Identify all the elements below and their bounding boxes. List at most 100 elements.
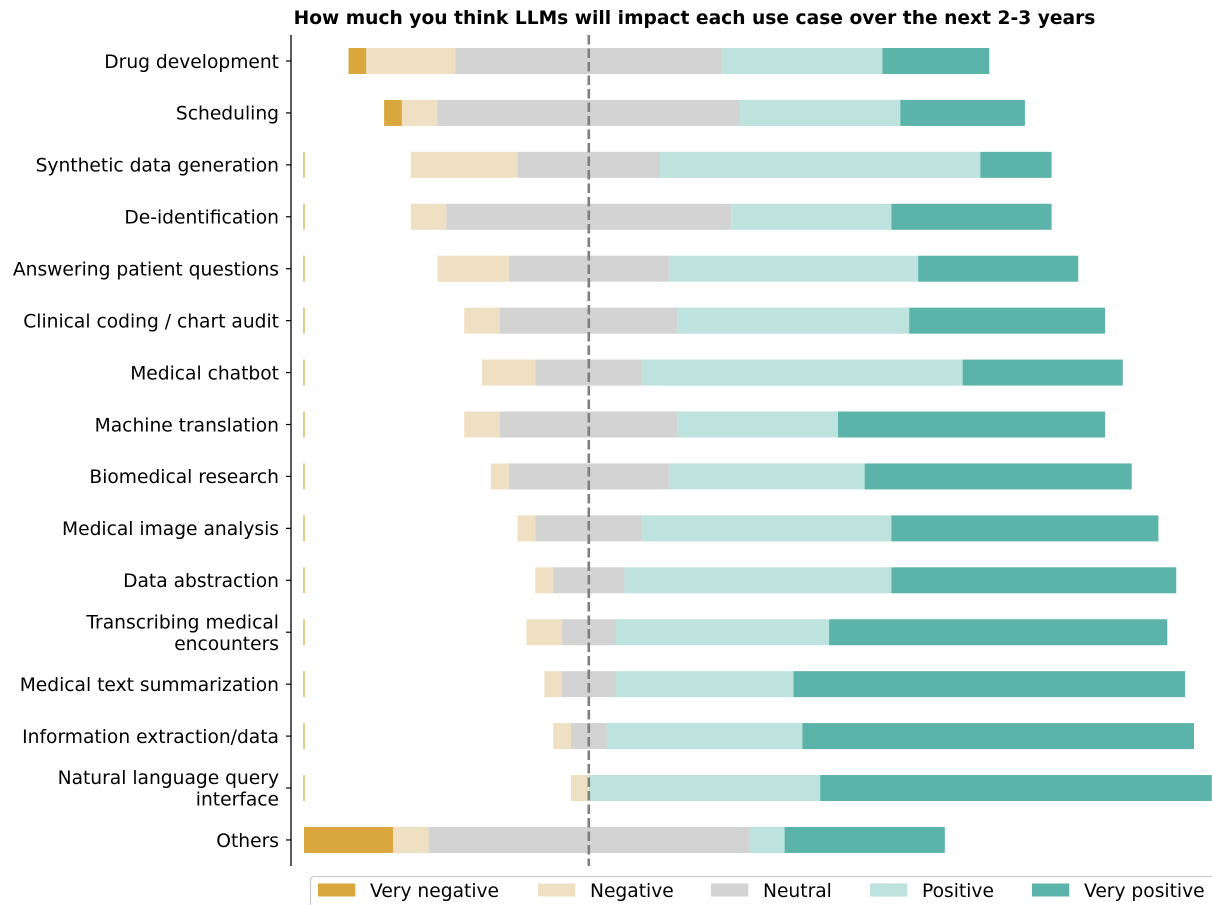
bar-negative [410, 151, 518, 178]
bar-very-positive [820, 775, 1212, 802]
bar-very-positive [829, 619, 1168, 646]
bar-row [303, 411, 1105, 438]
bars [303, 48, 1212, 853]
bar-negative [517, 515, 536, 542]
bar-positive [677, 411, 838, 438]
bar-positive [668, 463, 865, 490]
bar-very-negative-zero [303, 307, 305, 334]
legend: Very negative Negative Neutral Positive Very… [309, 875, 1212, 905]
bar-negative [410, 203, 447, 230]
bar-positive [660, 151, 981, 178]
bar-row [303, 203, 1052, 230]
bar-very-negative [384, 99, 402, 126]
bar-row [384, 99, 1025, 126]
category-labels: Drug development Scheduling Synthetic data… [13, 52, 279, 852]
bar-row [303, 723, 1194, 750]
bar-very-positive [891, 203, 1052, 230]
legend-item-very-negative: Very negative [318, 881, 499, 902]
bar-positive [624, 567, 892, 594]
bar-very-negative-zero [303, 255, 305, 282]
bar-positive [677, 307, 910, 334]
legend-swatch-neutral [711, 883, 749, 897]
legend-swatch-very-negative [318, 883, 356, 897]
category-label: Machine translation [95, 415, 279, 436]
bar-row [303, 255, 1079, 282]
bar-very-negative-zero [303, 775, 305, 802]
category-label: Medical text summarization [20, 675, 279, 696]
category-label: Scheduling [176, 104, 279, 125]
legend-items: Very negative Negative Neutral Positive Very… [318, 881, 1205, 902]
bar-positive [642, 359, 963, 386]
bar-very-positive [891, 567, 1177, 594]
bar-positive [615, 671, 794, 698]
bar-row [303, 775, 1212, 802]
bar-negative [544, 671, 563, 698]
bar-negative [366, 48, 456, 74]
category-label: Medical chatbot [130, 363, 279, 384]
bar-very-positive [918, 255, 1079, 282]
bar-negative [490, 463, 509, 490]
category-label: De-identification [124, 208, 279, 229]
category-label: Drug development [104, 52, 279, 73]
legend-item-very-positive: Very positive [1032, 881, 1205, 902]
legend-item-negative: Negative [538, 881, 674, 902]
bar-very-positive [980, 151, 1052, 178]
bar-negative [437, 255, 509, 282]
bar-very-negative-zero [303, 671, 305, 698]
bar-very-negative-zero [303, 203, 305, 230]
legend-item-neutral: Neutral [711, 881, 832, 902]
bar-negative [464, 307, 500, 334]
bar-very-positive [838, 411, 1105, 438]
category-label: Data abstraction [123, 571, 279, 592]
bar-very-positive [784, 826, 945, 853]
category-label: Synthetic data generation [36, 156, 279, 177]
bar-negative [535, 567, 554, 594]
bar-very-negative-zero [303, 463, 305, 490]
bar-very-positive [891, 515, 1159, 542]
bar-positive [722, 48, 883, 74]
legend-swatch-very-positive [1032, 883, 1070, 897]
bar-very-positive [962, 359, 1123, 386]
bar-row [303, 151, 1052, 178]
bar-row [303, 463, 1132, 490]
category-label: Medical image analysis [62, 519, 279, 540]
legend-label-negative: Negative [590, 881, 674, 902]
chart-title: How much you think LLMs will impact each… [294, 8, 1096, 29]
bar-very-positive [909, 307, 1105, 334]
bar-row [303, 567, 1177, 594]
bar-very-positive [793, 671, 1186, 698]
bar-very-positive [864, 463, 1132, 490]
bar-positive [668, 255, 919, 282]
legend-swatch-negative [538, 883, 576, 897]
bar-very-negative [348, 48, 367, 74]
bar-very-negative-zero [303, 723, 305, 750]
bar-very-negative-zero [303, 619, 305, 646]
bar-row [303, 307, 1105, 334]
bar-very-negative-zero [303, 411, 305, 438]
legend-label-very-negative: Very negative [370, 881, 499, 902]
bar-negative [553, 723, 571, 750]
bar-negative [482, 359, 536, 386]
category-label: Answering patient questions [13, 260, 279, 281]
category-label: Biomedical research [89, 467, 279, 488]
bar-row [303, 619, 1168, 646]
bar-very-negative-zero [303, 567, 305, 594]
category-label-line: Natural language query [58, 768, 279, 789]
bar-positive [642, 515, 892, 542]
bar-negative [526, 619, 563, 646]
legend-frame [309, 875, 1212, 905]
legend-label-positive: Positive [922, 881, 994, 902]
y-ticks [286, 60, 291, 841]
bar-positive [749, 826, 785, 853]
bar-negative [393, 826, 429, 853]
category-label: Information extraction/data [22, 727, 279, 748]
bar-very-positive [900, 99, 1025, 126]
legend-swatch-positive [870, 883, 908, 897]
bar-positive [615, 619, 830, 646]
bar-row [303, 359, 1123, 386]
bar-very-negative [304, 826, 393, 853]
bar-negative [401, 99, 438, 126]
bar-row [304, 826, 945, 853]
legend-item-positive: Positive [870, 881, 994, 902]
